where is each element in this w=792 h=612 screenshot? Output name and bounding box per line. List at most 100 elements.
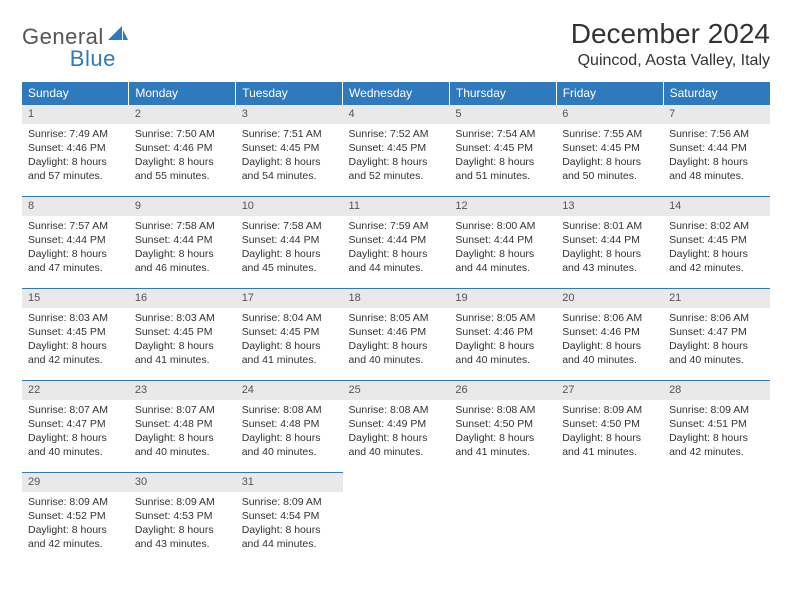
calendar-cell: 31Sunrise: 8:09 AMSunset: 4:54 PMDayligh… <box>236 473 343 565</box>
day-number: 13 <box>556 197 663 216</box>
calendar-cell: 18Sunrise: 8:05 AMSunset: 4:46 PMDayligh… <box>343 289 450 381</box>
calendar-cell: 20Sunrise: 8:06 AMSunset: 4:46 PMDayligh… <box>556 289 663 381</box>
calendar-cell <box>343 473 450 565</box>
sunset-text: Sunset: 4:44 PM <box>455 233 550 247</box>
day-body: Sunrise: 7:59 AMSunset: 4:44 PMDaylight:… <box>343 216 450 280</box>
sunrise-text: Sunrise: 7:58 AM <box>135 219 230 233</box>
sunset-text: Sunset: 4:44 PM <box>135 233 230 247</box>
sunrise-text: Sunrise: 8:04 AM <box>242 311 337 325</box>
sunset-text: Sunset: 4:48 PM <box>242 417 337 431</box>
sunset-text: Sunset: 4:50 PM <box>562 417 657 431</box>
calendar-cell: 21Sunrise: 8:06 AMSunset: 4:47 PMDayligh… <box>663 289 770 381</box>
calendar-cell: 1Sunrise: 7:49 AMSunset: 4:46 PMDaylight… <box>22 105 129 197</box>
day-number: 17 <box>236 289 343 308</box>
day-body: Sunrise: 7:49 AMSunset: 4:46 PMDaylight:… <box>22 124 129 188</box>
page-title: December 2024 <box>571 18 770 50</box>
daylight-text: Daylight: 8 hours and 44 minutes. <box>349 247 444 275</box>
sunrise-text: Sunrise: 7:58 AM <box>242 219 337 233</box>
day-body: Sunrise: 8:02 AMSunset: 4:45 PMDaylight:… <box>663 216 770 280</box>
day-number: 15 <box>22 289 129 308</box>
calendar-cell: 28Sunrise: 8:09 AMSunset: 4:51 PMDayligh… <box>663 381 770 473</box>
daylight-text: Daylight: 8 hours and 47 minutes. <box>28 247 123 275</box>
day-body: Sunrise: 8:09 AMSunset: 4:51 PMDaylight:… <box>663 400 770 464</box>
sunset-text: Sunset: 4:45 PM <box>349 141 444 155</box>
day-number: 9 <box>129 197 236 216</box>
daylight-text: Daylight: 8 hours and 41 minutes. <box>562 431 657 459</box>
sunrise-text: Sunrise: 8:09 AM <box>562 403 657 417</box>
sunrise-text: Sunrise: 8:09 AM <box>669 403 764 417</box>
daylight-text: Daylight: 8 hours and 55 minutes. <box>135 155 230 183</box>
sunrise-text: Sunrise: 8:08 AM <box>349 403 444 417</box>
sunrise-text: Sunrise: 7:57 AM <box>28 219 123 233</box>
daylight-text: Daylight: 8 hours and 41 minutes. <box>242 339 337 367</box>
calendar-week-row: 22Sunrise: 8:07 AMSunset: 4:47 PMDayligh… <box>22 381 770 473</box>
day-body: Sunrise: 8:07 AMSunset: 4:48 PMDaylight:… <box>129 400 236 464</box>
sunrise-text: Sunrise: 8:03 AM <box>28 311 123 325</box>
day-number: 18 <box>343 289 450 308</box>
day-body: Sunrise: 8:09 AMSunset: 4:50 PMDaylight:… <box>556 400 663 464</box>
sunrise-text: Sunrise: 7:51 AM <box>242 127 337 141</box>
daylight-text: Daylight: 8 hours and 40 minutes. <box>135 431 230 459</box>
day-number: 7 <box>663 105 770 124</box>
sunset-text: Sunset: 4:54 PM <box>242 509 337 523</box>
daylight-text: Daylight: 8 hours and 43 minutes. <box>135 523 230 551</box>
sunset-text: Sunset: 4:45 PM <box>455 141 550 155</box>
daylight-text: Daylight: 8 hours and 40 minutes. <box>562 339 657 367</box>
day-number: 12 <box>449 197 556 216</box>
day-number: 27 <box>556 381 663 400</box>
daylight-text: Daylight: 8 hours and 41 minutes. <box>135 339 230 367</box>
day-body: Sunrise: 8:03 AMSunset: 4:45 PMDaylight:… <box>22 308 129 372</box>
calendar-cell <box>556 473 663 565</box>
day-number: 31 <box>236 473 343 492</box>
day-number: 16 <box>129 289 236 308</box>
day-number: 8 <box>22 197 129 216</box>
sunrise-text: Sunrise: 8:05 AM <box>349 311 444 325</box>
sunrise-text: Sunrise: 8:08 AM <box>455 403 550 417</box>
calendar-cell: 17Sunrise: 8:04 AMSunset: 4:45 PMDayligh… <box>236 289 343 381</box>
sunrise-text: Sunrise: 8:07 AM <box>28 403 123 417</box>
calendar-cell: 29Sunrise: 8:09 AMSunset: 4:52 PMDayligh… <box>22 473 129 565</box>
calendar-cell: 15Sunrise: 8:03 AMSunset: 4:45 PMDayligh… <box>22 289 129 381</box>
daylight-text: Daylight: 8 hours and 42 minutes. <box>28 523 123 551</box>
calendar-cell: 10Sunrise: 7:58 AMSunset: 4:44 PMDayligh… <box>236 197 343 289</box>
calendar-cell: 25Sunrise: 8:08 AMSunset: 4:49 PMDayligh… <box>343 381 450 473</box>
daylight-text: Daylight: 8 hours and 45 minutes. <box>242 247 337 275</box>
day-body: Sunrise: 7:56 AMSunset: 4:44 PMDaylight:… <box>663 124 770 188</box>
day-number: 24 <box>236 381 343 400</box>
day-number: 11 <box>343 197 450 216</box>
sunset-text: Sunset: 4:45 PM <box>135 325 230 339</box>
sunset-text: Sunset: 4:46 PM <box>28 141 123 155</box>
calendar-cell <box>663 473 770 565</box>
calendar-week-row: 1Sunrise: 7:49 AMSunset: 4:46 PMDaylight… <box>22 105 770 197</box>
calendar-cell: 19Sunrise: 8:05 AMSunset: 4:46 PMDayligh… <box>449 289 556 381</box>
sunset-text: Sunset: 4:45 PM <box>669 233 764 247</box>
calendar-week-row: 29Sunrise: 8:09 AMSunset: 4:52 PMDayligh… <box>22 473 770 565</box>
daylight-text: Daylight: 8 hours and 42 minutes. <box>669 431 764 459</box>
day-body: Sunrise: 8:04 AMSunset: 4:45 PMDaylight:… <box>236 308 343 372</box>
daylight-text: Daylight: 8 hours and 52 minutes. <box>349 155 444 183</box>
day-number: 26 <box>449 381 556 400</box>
calendar-cell: 14Sunrise: 8:02 AMSunset: 4:45 PMDayligh… <box>663 197 770 289</box>
sunrise-text: Sunrise: 8:06 AM <box>669 311 764 325</box>
day-number: 10 <box>236 197 343 216</box>
day-header: Monday <box>129 82 236 105</box>
sunset-text: Sunset: 4:48 PM <box>135 417 230 431</box>
day-number: 21 <box>663 289 770 308</box>
day-header-row: Sunday Monday Tuesday Wednesday Thursday… <box>22 82 770 105</box>
calendar-cell: 5Sunrise: 7:54 AMSunset: 4:45 PMDaylight… <box>449 105 556 197</box>
location-label: Quincod, Aosta Valley, Italy <box>571 52 770 70</box>
day-number: 23 <box>129 381 236 400</box>
sunrise-text: Sunrise: 8:02 AM <box>669 219 764 233</box>
sunrise-text: Sunrise: 7:59 AM <box>349 219 444 233</box>
day-number: 6 <box>556 105 663 124</box>
sunset-text: Sunset: 4:44 PM <box>669 141 764 155</box>
daylight-text: Daylight: 8 hours and 46 minutes. <box>135 247 230 275</box>
daylight-text: Daylight: 8 hours and 40 minutes. <box>349 339 444 367</box>
daylight-text: Daylight: 8 hours and 50 minutes. <box>562 155 657 183</box>
sunset-text: Sunset: 4:46 PM <box>135 141 230 155</box>
sunrise-text: Sunrise: 7:55 AM <box>562 127 657 141</box>
calendar-week-row: 15Sunrise: 8:03 AMSunset: 4:45 PMDayligh… <box>22 289 770 381</box>
sunrise-text: Sunrise: 8:01 AM <box>562 219 657 233</box>
sunrise-text: Sunrise: 8:06 AM <box>562 311 657 325</box>
sunset-text: Sunset: 4:50 PM <box>455 417 550 431</box>
